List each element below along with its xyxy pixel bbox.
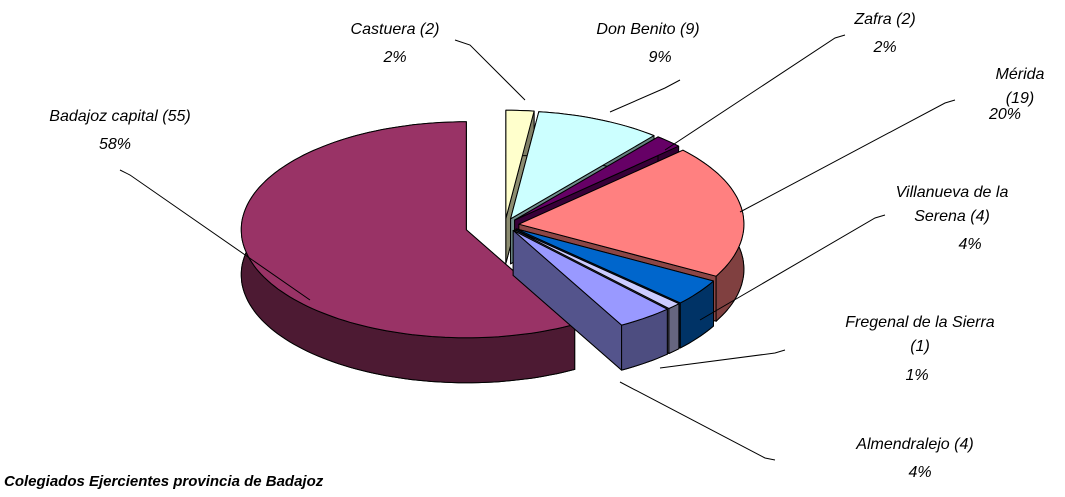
leader-line bbox=[619, 381, 776, 461]
slice-value-label: 58% bbox=[98, 136, 132, 153]
leader-line bbox=[454, 39, 526, 101]
slice-top bbox=[515, 228, 714, 304]
slice-label: Castuera (2) bbox=[350, 21, 440, 38]
slice-value-label: 4% bbox=[908, 464, 932, 481]
slice-side bbox=[668, 303, 680, 354]
leader-line bbox=[659, 349, 786, 369]
slice-value-label: 2% bbox=[873, 39, 897, 56]
slice-top bbox=[512, 229, 668, 326]
slice-label: Zafra (2) bbox=[854, 11, 916, 28]
leader-line bbox=[664, 34, 846, 151]
slice-value-label: 4% bbox=[958, 236, 982, 253]
slice-value-label: 20% bbox=[988, 106, 1022, 123]
slice-label: Badajoz capital (55) bbox=[49, 108, 191, 125]
leader-line bbox=[119, 169, 311, 301]
slice-top bbox=[514, 229, 680, 309]
slice-label: Villanueva de la Serena (4) bbox=[895, 184, 1009, 225]
slice-top bbox=[510, 111, 655, 220]
slice-value-label: 1% bbox=[905, 367, 929, 384]
slice-label: Mérida (19) bbox=[995, 66, 1045, 107]
slice-top bbox=[514, 136, 680, 221]
leader-line bbox=[609, 79, 681, 113]
slice-top bbox=[505, 109, 535, 219]
slice-label: Don Benito (9) bbox=[596, 21, 700, 38]
slice-value-label: 2% bbox=[383, 49, 407, 66]
slice-value-label: 9% bbox=[648, 49, 672, 66]
slice bbox=[512, 229, 668, 371]
leader-line bbox=[739, 99, 956, 213]
chart-title: Colegiados Ejercientes provincia de Bada… bbox=[4, 473, 324, 490]
leader-line bbox=[699, 214, 886, 321]
slice-label: Almendralejo (4) bbox=[856, 436, 974, 453]
slice bbox=[240, 121, 576, 384]
slice-label: Fregenal de la Sierra (1) bbox=[845, 314, 995, 355]
